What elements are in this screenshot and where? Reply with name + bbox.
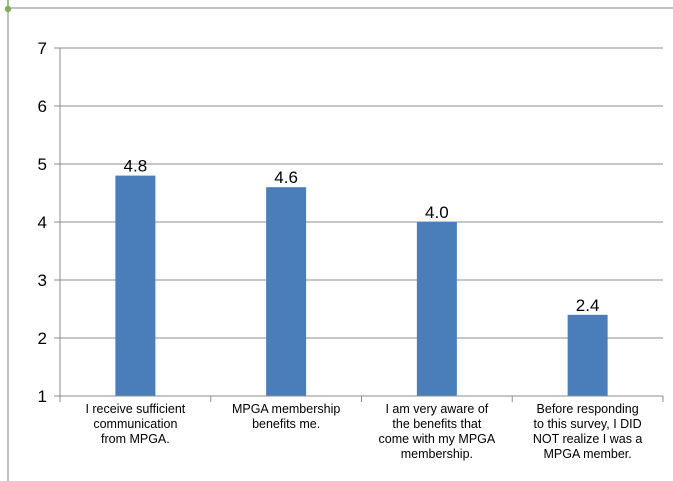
gridlines (60, 47, 663, 339)
bars (115, 175, 608, 396)
category-label-line: benefits me. (252, 417, 320, 431)
category-label-line: from MPGA. (101, 432, 170, 446)
bar (115, 175, 156, 396)
data-label: 4.0 (425, 203, 449, 222)
y-tick-label: 3 (38, 271, 47, 290)
bar (567, 314, 608, 396)
category-label-line: MPGA member. (544, 447, 632, 461)
category-label: Before responding to this survey, I DID NO… (533, 402, 643, 461)
category-label-line: come with my MPGA (379, 432, 496, 446)
category-label-line: communication (93, 417, 177, 431)
y-tick-label: 5 (38, 155, 47, 174)
data-label: 2.4 (576, 296, 600, 315)
category-label-line: I receive sufficient (85, 402, 185, 416)
category-label-line: NOT realize I was a (533, 432, 643, 446)
category-label: I am very aware of the benefits that come … (379, 402, 496, 461)
category-label: MPGA membership benefits me. (232, 402, 340, 431)
category-label-line: MPGA membership (232, 402, 340, 416)
data-label: 4.6 (274, 168, 298, 187)
bar (416, 222, 457, 396)
y-tick-label: 2 (38, 329, 47, 348)
y-tick-label: 1 (38, 387, 47, 406)
category-label-line: the benefits that (392, 417, 481, 431)
y-tick-label: 6 (38, 97, 47, 116)
category-label-line: to this survey, I DID (534, 417, 642, 431)
labels: 1 2 3 4 5 6 7 4.8 I receive sufficient communicat… (38, 39, 643, 461)
category-label-line: Before responding (537, 402, 639, 416)
category-label-line: I am very aware of (385, 402, 488, 416)
y-tick-label: 7 (38, 39, 47, 58)
y-tick-label: 4 (38, 213, 47, 232)
category-label: I receive sufficient communication from MP… (85, 402, 185, 446)
category-label-line: membership. (401, 447, 473, 461)
accent-dot (4, 5, 12, 13)
data-label: 4.8 (124, 157, 148, 176)
bar (266, 187, 307, 396)
axes (54, 47, 664, 402)
